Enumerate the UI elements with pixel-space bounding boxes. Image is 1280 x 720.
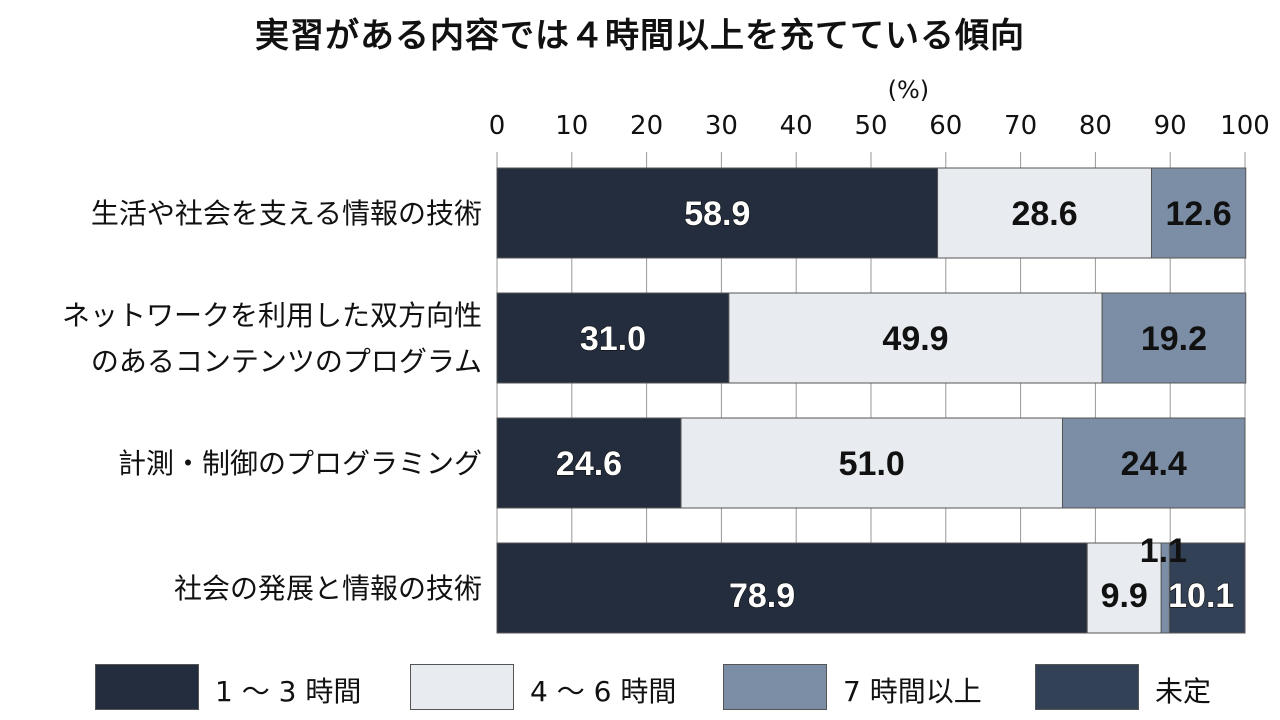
legend-label-4-6h: 4 ～ 6 時間	[530, 675, 677, 708]
bar-segment-c0-s2	[1151, 167, 1247, 259]
value-label-c2-s2: 24.4	[1121, 445, 1187, 483]
legend-label-7h-plus: 7 時間以上	[843, 675, 982, 708]
bar-segment-c1-s1	[728, 292, 1103, 384]
value-label-c1-s0: 31.0	[580, 320, 646, 358]
value-label-c3-s1: 9.9	[1101, 577, 1148, 615]
category-label-0-0: 生活や社会を支える情報の技術	[91, 197, 482, 230]
bar-segment-c3-s1	[1086, 542, 1162, 634]
legend-label-1-3h: 1 ～ 3 時間	[215, 675, 362, 708]
x-tick-label-10: 10	[555, 111, 588, 141]
category-label-2-0: 計測・制御のプログラミング	[118, 447, 482, 480]
value-label-c3-s3: 10.1	[1168, 577, 1234, 615]
legend-swatch-7h-plus	[723, 664, 827, 710]
x-tick-label-60: 60	[929, 111, 962, 141]
x-tick-label-80: 80	[1079, 111, 1112, 141]
x-tick-label-30: 30	[705, 111, 738, 141]
value-label-c0-s0: 58.9	[684, 195, 750, 233]
value-label-c1-s1: 49.9	[882, 320, 948, 358]
chart-title: 実習がある内容では４時間以上を充てている傾向	[255, 16, 1025, 56]
bar-segment-c2-s1	[680, 417, 1063, 509]
bar-segment-c2-s0	[496, 417, 682, 509]
category-label-1-0: ネットワークを利用した双方向性	[62, 299, 482, 332]
value-label-c2-s1: 51.0	[839, 445, 905, 483]
bar-segment-c1-s2	[1101, 292, 1247, 384]
x-tick-label-20: 20	[630, 111, 663, 141]
value-label-c2-s0: 24.6	[556, 445, 622, 483]
category-label-1-1: のあるコンテンツのプログラム	[91, 345, 482, 378]
legend-swatch-1-3h	[95, 664, 199, 710]
value-label-c0-s1: 28.6	[1011, 195, 1077, 233]
unit-label: (%)	[888, 76, 930, 104]
x-tick-label-70: 70	[1004, 111, 1037, 141]
bar-segment-c3-s3	[1168, 542, 1246, 634]
value-label-c1-s2: 19.2	[1141, 320, 1207, 358]
legend-swatch-4-6h	[410, 664, 514, 710]
value-label-c3-s0: 78.9	[729, 577, 795, 615]
stacked-bar-chart: (%) 0 10 20 30 40 50 60 70 80 90 100 生活や社会を支える情報の技術ネ…	[62, 76, 1270, 634]
x-tick-label-90: 90	[1154, 111, 1187, 141]
legend-swatch-undecided	[1035, 664, 1139, 710]
value-label-c3-s2: 1.1	[1140, 532, 1187, 570]
x-tick-label-0: 0	[489, 111, 506, 141]
bar-segment-c3-s0	[496, 542, 1088, 634]
legend-label-undecided: 未定	[1155, 675, 1212, 708]
value-label-c0-s2: 12.6	[1166, 195, 1232, 233]
x-tick-label-50: 50	[854, 111, 887, 141]
category-label-3-0: 社会の発展と情報の技術	[174, 572, 482, 605]
bar-segment-c2-s2	[1061, 417, 1246, 509]
x-tick-label-40: 40	[780, 111, 813, 141]
x-tick-label-100: 100	[1220, 111, 1270, 141]
chart-legend: 1 ～ 3 時間 4 ～ 6 時間 7 時間以上 未定	[0, 664, 1280, 714]
